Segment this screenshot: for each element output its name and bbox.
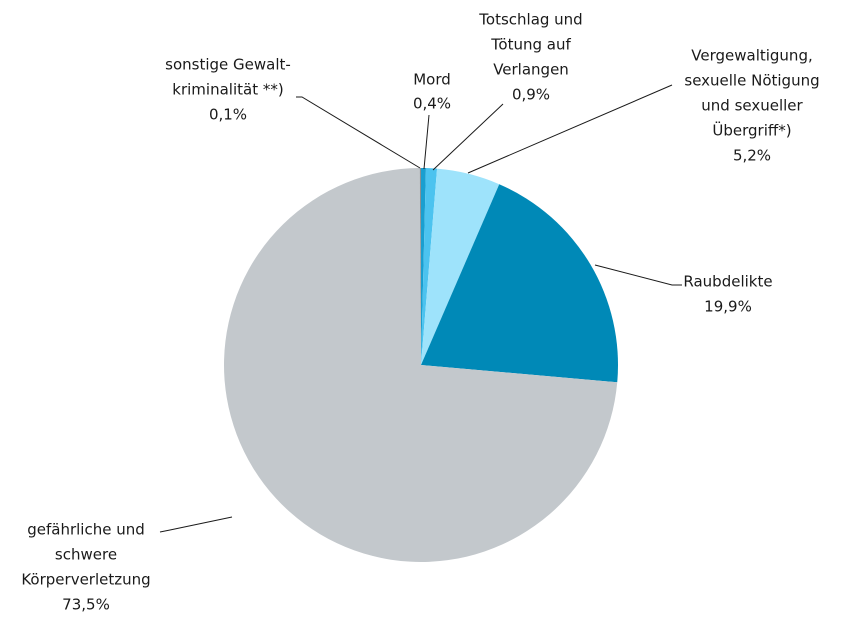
value-label: 73,5% [62, 596, 110, 614]
pie-slice [223, 168, 618, 563]
slice-label: gefährliche und [27, 521, 145, 539]
value-label: 19,9% [704, 298, 752, 316]
slice-label: und sexueller [701, 97, 803, 115]
leader-line [159, 516, 233, 533]
pie-slice [421, 168, 500, 365]
slice-label: kriminalität **) [172, 81, 283, 99]
value-label: 0,4% [413, 95, 451, 113]
slice-label: Totschlag und [478, 11, 582, 29]
pie-slice [419, 168, 421, 365]
slice-label: sexuelle Nötigung [684, 72, 819, 90]
pie-slice [421, 168, 426, 365]
leader-line [594, 264, 682, 286]
slice-label: Vergewaltigung, [691, 47, 812, 65]
value-label: 5,2% [733, 147, 771, 165]
slice-label: Mord [413, 71, 451, 89]
leader-line [432, 103, 504, 171]
slice-label: Raubdelikte [683, 273, 772, 291]
leader-line [423, 114, 430, 170]
slice-label: sonstige Gewalt- [165, 56, 291, 74]
value-label: 0,1% [209, 106, 247, 124]
leader-line [296, 96, 421, 169]
slice-label: schwere [55, 546, 117, 564]
pie-slice [421, 168, 438, 365]
slice-label: Körperverletzung [21, 571, 150, 589]
slice-label: Übergriff*) [712, 121, 791, 140]
slice-label: Tötung auf [490, 36, 571, 54]
slice-label: Verlangen [493, 61, 569, 79]
leader-line [467, 84, 673, 174]
value-label: 0,9% [512, 86, 550, 104]
pie-slice [421, 184, 618, 383]
